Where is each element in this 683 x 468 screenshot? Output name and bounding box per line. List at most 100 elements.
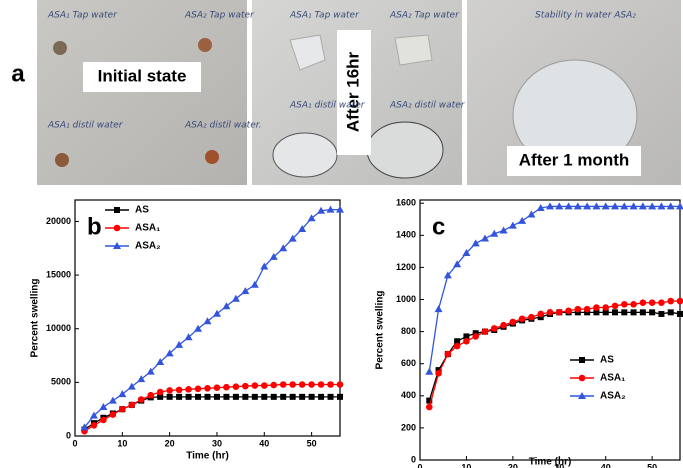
marker [100,416,107,424]
marker [444,350,452,358]
marker [166,393,173,400]
marker [250,280,259,288]
marker [546,202,554,210]
y-tick-label: 1200 [396,262,416,272]
series-line [428,300,680,408]
marker [336,205,344,213]
marker [118,390,127,398]
marker [176,393,183,400]
sample [394,34,433,66]
y-tick-label: 10000 [46,323,71,333]
handwritten-note: ASA₁ Tap water [289,11,360,21]
marker [175,386,183,394]
x-tick-label: 40 [259,438,269,448]
marker [612,309,618,316]
y-tick-label: 200 [401,422,416,432]
marker [500,321,507,329]
marker [658,299,665,307]
marker [336,381,344,388]
y-tick-label: 20000 [46,216,71,226]
marker [462,248,471,256]
marker [481,234,489,242]
marker [509,318,517,326]
x-tick-label: 50 [647,462,657,468]
marker [137,396,145,403]
sample [53,41,67,55]
marker [260,382,268,389]
legend-label: ASA₁ [600,373,625,384]
marker [213,393,220,400]
marker [80,423,89,431]
x-axis-label: Time (hr) [186,451,229,462]
legend-marker [578,392,586,399]
sample [366,121,444,179]
marker [212,309,221,317]
handwritten-note: ASA₂ Tap water [389,11,460,21]
series-line [83,209,340,428]
x-tick-label: 20 [165,438,175,448]
marker [90,421,98,429]
sample [272,132,338,178]
marker [223,383,230,391]
handwritten-note: ASA₂ distil water. [184,121,261,131]
marker [137,375,146,383]
marker [317,206,326,214]
marker [307,214,316,222]
marker [463,333,470,340]
marker [242,382,249,390]
marker [194,324,203,332]
marker [463,337,470,345]
marker [185,386,192,393]
x-tick-label: 40 [601,462,611,468]
marker [621,309,628,316]
x-tick-label: 30 [554,462,564,468]
marker [676,202,683,210]
handwritten-note: ASA₁ Tap water [47,11,118,21]
marker [156,388,164,396]
marker [184,333,193,341]
marker [146,367,155,375]
series-line [428,205,680,372]
handwritten-note: ASA₂ distil water [389,101,466,111]
marker [611,202,619,210]
legend-label: ASA₂ [135,241,161,252]
y-tick-label: 1000 [396,294,416,304]
y-tick-label: 1600 [396,198,416,208]
marker [156,357,165,365]
marker [213,384,221,392]
x-tick-label: 30 [212,438,222,448]
y-tick-label: 600 [401,358,416,368]
marker [270,393,277,400]
marker [472,333,480,340]
marker [574,305,582,313]
marker [602,309,609,316]
marker [251,382,259,389]
marker [454,338,461,345]
handwritten-note: ASA₂ Tap water [184,11,255,21]
marker [298,224,307,232]
marker [337,393,343,400]
x-tick-label: 50 [307,438,317,448]
series-line [428,311,681,401]
marker [299,393,306,400]
marker [270,381,278,389]
marker [676,297,683,305]
handwritten-note: ASA₁ distil water [289,101,366,111]
marker [638,202,647,210]
marker [435,370,442,377]
sample [205,150,219,164]
panel-letter: a [11,60,25,87]
marker [89,411,98,419]
legend-label: ASA₁ [135,223,160,234]
marker [195,393,202,400]
marker [251,393,258,400]
plot-frame [74,199,341,437]
marker [453,342,461,350]
photo-caption: Initial state [98,66,187,85]
marker [657,202,666,210]
marker [298,381,306,388]
marker [194,385,202,393]
marker [667,297,675,305]
marker [666,202,675,210]
panel-letter: b [87,213,102,240]
